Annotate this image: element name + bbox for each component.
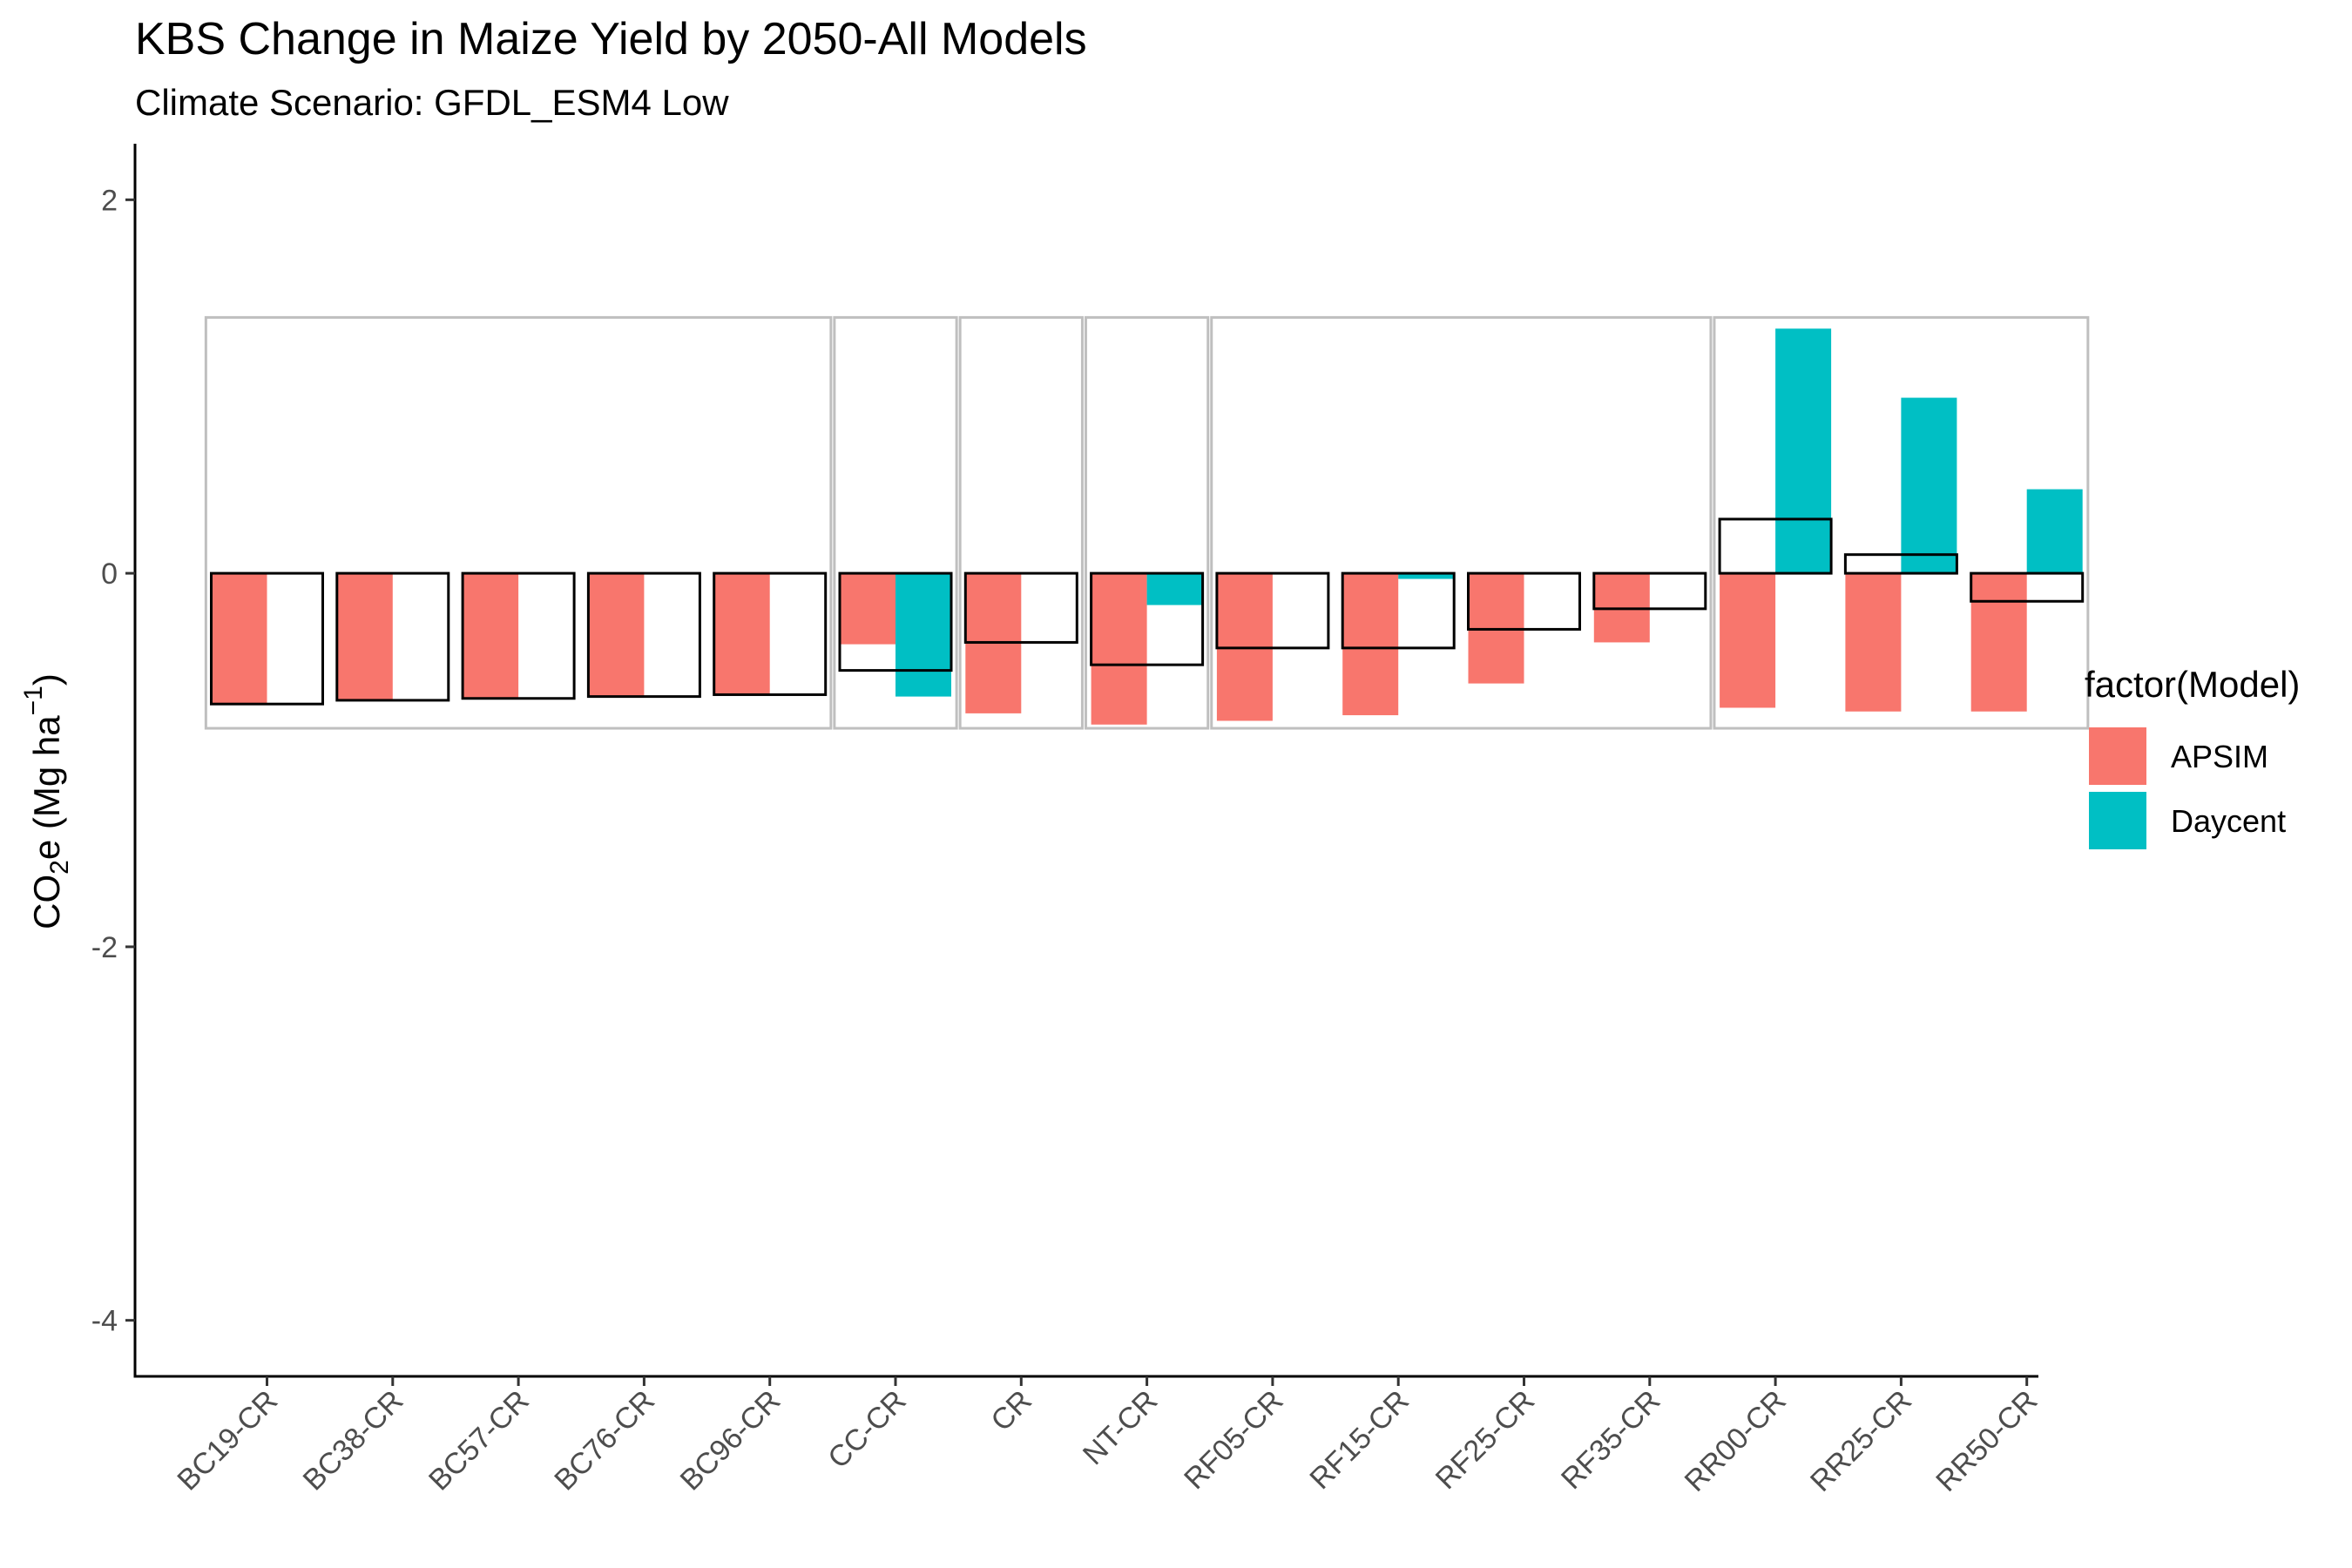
- bar-daycent-rr25-cr: [1901, 397, 1957, 574]
- mean-outline-rr50-cr: [1970, 571, 2085, 603]
- chart-subtitle: Climate Scenario: GFDL_ESM4 Low: [135, 82, 729, 123]
- bar-daycent-rr50-cr: [2026, 489, 2083, 574]
- mean-outline-bc57-cr: [461, 571, 576, 700]
- mean-outline-bc38-cr: [335, 571, 450, 702]
- x-tick-label-bc76-cr: BC76-CR: [548, 1384, 661, 1497]
- mean-outline-cr: [963, 571, 1078, 644]
- mean-outline-rf05-cr: [1215, 571, 1330, 650]
- bar-apsim-rr00-cr: [1720, 573, 1776, 708]
- legend: factor(Model) APSIM Daycent: [2085, 664, 2300, 849]
- mean-outline-rf15-cr: [1341, 571, 1456, 650]
- group-box-2: [958, 315, 1084, 730]
- bar-apsim-bc57-cr: [463, 573, 519, 699]
- y-axis-title-prefix: CO: [26, 875, 67, 929]
- mean-outline-rf25-cr: [1467, 571, 1581, 631]
- y-tick-label-0: 2: [101, 184, 118, 217]
- y-axis-title-superscript: −1: [19, 686, 48, 715]
- mean-outline-bc96-cr: [713, 571, 828, 696]
- legend-key-daycent: [2089, 792, 2146, 849]
- axes: 2 0 -2 -4 BC19-CR BC38-CR BC57-CR BC76-CR BC96-C…: [91, 144, 2044, 1498]
- bar-daycent-cc-cr: [896, 573, 951, 697]
- legend-title: factor(Model): [2085, 664, 2300, 705]
- legend-label-apsim: APSIM: [2171, 739, 2268, 774]
- x-tick-label-bc57-cr: BC57-CR: [422, 1384, 536, 1497]
- x-tick-label-rr50-cr: RR50-CR: [1930, 1384, 2044, 1498]
- ensemble-mean-outlines: [210, 517, 2085, 706]
- mean-outline-rf35-cr: [1592, 571, 1707, 611]
- group-box-1: [833, 315, 958, 730]
- group-box-0: [204, 315, 833, 730]
- bar-apsim-bc96-cr: [713, 573, 770, 695]
- bar-apsim-bc19-cr: [211, 573, 267, 705]
- group-box-4: [1210, 315, 1713, 730]
- x-tick-label-rr00-cr: RR00-CR: [1679, 1384, 1793, 1498]
- bar-apsim-nt-cr: [1091, 573, 1147, 725]
- y-tick-label-1: 0: [101, 558, 118, 591]
- y-axis-title: CO2e (Mg ha−1): [19, 673, 74, 929]
- chart-title: KBS Change in Maize Yield by 2050-All Mo…: [135, 14, 1087, 64]
- mean-outline-rr25-cr: [1843, 553, 1958, 575]
- x-tick-label-nt-cr: NT-CR: [1077, 1384, 1164, 1471]
- legend-key-apsim: [2089, 727, 2146, 785]
- mean-outline-bc19-cr: [210, 571, 324, 706]
- x-tick-label-rf25-cr: RF25-CR: [1429, 1384, 1541, 1496]
- bar-apsim-bc76-cr: [588, 573, 645, 697]
- y-tick-label-2: -2: [91, 931, 118, 964]
- y-tick-label-3: -4: [91, 1305, 118, 1338]
- bar-apsim-bc38-cr: [336, 573, 393, 700]
- mean-outline-nt-cr: [1090, 571, 1205, 666]
- bar-apsim-rr50-cr: [1970, 573, 2027, 712]
- group-box-5: [1713, 315, 2090, 730]
- x-tick-label-cr: CR: [984, 1384, 1038, 1438]
- bar-apsim-rf15-cr: [1342, 573, 1399, 716]
- bar-apsim-cc-cr: [840, 573, 896, 645]
- bar-daycent-rr00-cr: [1775, 328, 1832, 574]
- x-tick-label-cc-cr: CC-CR: [821, 1384, 912, 1475]
- y-axis-title-subscript: 2: [45, 860, 74, 875]
- mean-outline-rr00-cr: [1718, 517, 1833, 575]
- bar-daycent-nt-cr: [1146, 573, 1203, 605]
- x-tick-label-bc38-cr: BC38-CR: [297, 1384, 410, 1497]
- bar-daycent-rf15-cr: [1398, 573, 1455, 579]
- mean-outline-cc-cr: [838, 571, 953, 672]
- y-axis-title-close: ): [26, 673, 67, 686]
- x-tick-label-rf35-cr: RF35-CR: [1555, 1384, 1666, 1496]
- mean-outline-bc76-cr: [586, 571, 701, 699]
- bars: [211, 328, 2083, 725]
- x-tick-label-rr25-cr: RR25-CR: [1804, 1384, 1918, 1498]
- group-boxes: [204, 315, 2090, 730]
- group-box-3: [1084, 315, 1210, 730]
- x-tick-label-bc96-cr: BC96-CR: [674, 1384, 787, 1497]
- x-tick-label-bc19-cr: BC19-CR: [171, 1384, 284, 1497]
- y-axis-title-main: e (Mg ha: [26, 715, 67, 860]
- x-tick-label-rf05-cr: RF05-CR: [1178, 1384, 1289, 1496]
- bar-apsim-rr25-cr: [1845, 573, 1902, 712]
- legend-label-daycent: Daycent: [2171, 803, 2286, 839]
- x-tick-label-rf15-cr: RF15-CR: [1303, 1384, 1415, 1496]
